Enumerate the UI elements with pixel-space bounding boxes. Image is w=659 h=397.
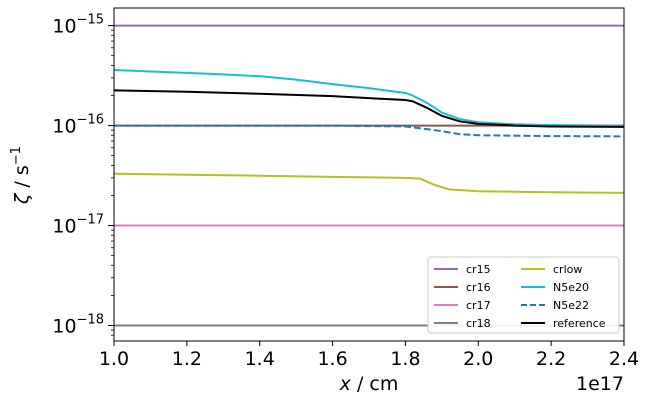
x-tick-label: 1.6	[317, 348, 347, 370]
legend: cr15 cr16 cr17 cr18 crlow N5e20 N5e22 reference	[427, 256, 620, 334]
x-tick-label: 2.0	[463, 348, 493, 370]
series-line-N5e20	[113, 68, 625, 127]
series-line-N5e22	[114, 124, 625, 138]
series-line-reference	[113, 89, 625, 128]
legend-box	[427, 256, 620, 334]
x-axis-label: x / cm	[339, 373, 399, 395]
legend-label-cr15: cr15	[466, 263, 491, 276]
y-axis-label: ζ / s−1	[9, 146, 33, 205]
x-tick-label: 2.4	[609, 348, 639, 370]
legend-label-cr16: cr16	[466, 281, 491, 294]
x-tick-label: 2.2	[536, 348, 566, 370]
legend-label-cr18: cr18	[466, 317, 491, 330]
x-tick-label: 1.8	[390, 348, 420, 370]
series-line-crlow	[113, 172, 625, 194]
y-tick-label: 10−17	[52, 213, 104, 238]
x-tick-label: 1.0	[99, 348, 129, 370]
x-tick-label: 1.2	[172, 348, 202, 370]
x-tick-label: 1.4	[245, 348, 275, 370]
legend-label-crlow: crlow	[553, 263, 582, 276]
plot-frame	[113, 7, 625, 342]
y-axis: 10−18 10−17 10−16 10−15	[52, 13, 114, 338]
x-axis: 1.0 1.2 1.4 1.6 1.8 2.0 2.2 2.4	[99, 341, 639, 370]
series-layer	[113, 24, 625, 327]
y-tick-label: 10−18	[52, 313, 104, 338]
x-axis-label-unit: / cm	[351, 373, 398, 395]
legend-label-N5e22: N5e22	[553, 299, 589, 312]
x-offset-label: 1e17	[576, 373, 624, 395]
y-axis-label-unit: / s	[11, 165, 33, 193]
legend-label-N5e20: N5e20	[553, 281, 589, 294]
y-axis-label-var: ζ	[11, 192, 33, 205]
legend-label-reference: reference	[553, 317, 606, 330]
y-tick-label: 10−15	[52, 13, 104, 38]
y-axis-label-exp: −1	[9, 146, 24, 165]
legend-label-cr17: cr17	[466, 299, 491, 312]
x-axis-label-var: x	[339, 373, 352, 395]
y-tick-label: 10−16	[52, 113, 104, 138]
